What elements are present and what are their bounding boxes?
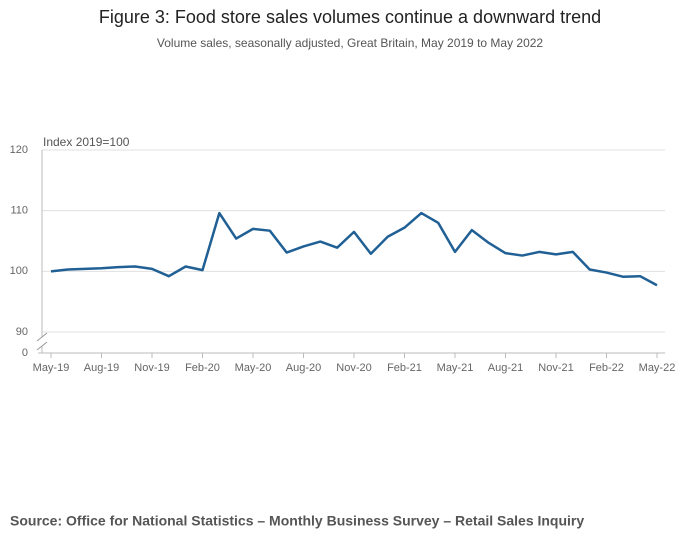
x-tick-label: Aug-20 (286, 362, 321, 374)
y-tick-label: 110 (10, 205, 28, 217)
x-tick-label: Feb-21 (387, 362, 422, 374)
chart-title: Figure 3: Food store sales volumes conti… (99, 7, 601, 27)
y-tick-label: 100 (10, 265, 28, 277)
x-tick-label: Aug-21 (488, 362, 523, 374)
y-tick-label: 120 (10, 144, 28, 156)
chart-subtitle: Volume sales, seasonally adjusted, Great… (157, 36, 544, 50)
x-tick-label: Feb-22 (589, 362, 624, 374)
data-line (50, 211, 658, 287)
x-tick-label: Nov-20 (336, 362, 371, 374)
x-tick-label: May-21 (437, 362, 474, 374)
y-tick-label: 0 (22, 347, 28, 359)
x-tick-label: Feb-20 (185, 362, 220, 374)
x-tick-label: May-22 (639, 362, 676, 374)
source: Source: Office for National Statistics –… (10, 513, 584, 529)
x-tick-label: Nov-19 (134, 362, 169, 374)
x-tick-label: May-19 (33, 362, 70, 374)
x-tick-label: May-20 (235, 362, 272, 374)
y-axis-label: Index 2019=100 (43, 135, 130, 149)
x-tick-label: Aug-19 (84, 362, 119, 374)
axis-break (36, 332, 48, 342)
x-tick-label: Nov-21 (538, 362, 573, 374)
y-tick-label: 90 (16, 326, 28, 338)
axis-break (36, 341, 48, 351)
